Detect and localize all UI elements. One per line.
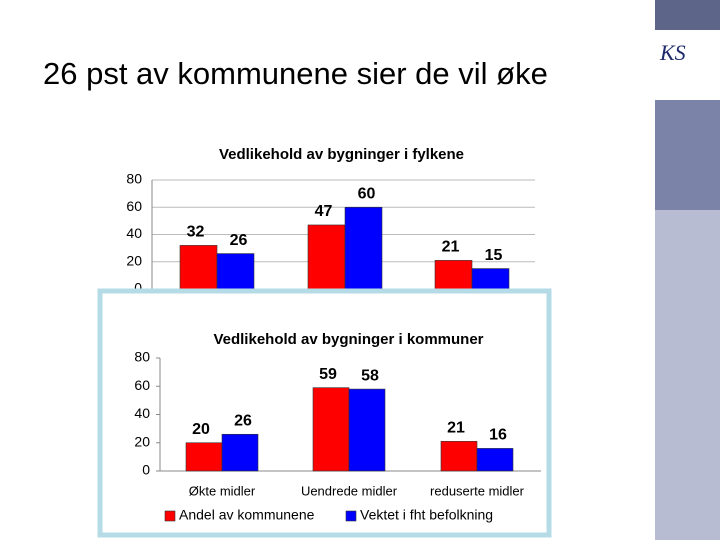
legend-label: Vektet i fht befolkning — [360, 507, 493, 523]
y-tick-label: 60 — [134, 377, 150, 393]
data-label: 21 — [447, 420, 465, 437]
side-band — [655, 0, 720, 540]
bar — [471, 268, 510, 290]
data-label: 58 — [361, 367, 379, 384]
bar — [221, 433, 259, 472]
y-tick-label: 20 — [126, 252, 142, 268]
x-tick-label: reduserte midler — [430, 483, 525, 498]
data-label: 20 — [192, 421, 210, 438]
chart-title: Vedlikehold av bygninger i kommuner — [213, 331, 483, 348]
legend-swatch — [164, 510, 176, 522]
legend-swatch — [345, 510, 357, 522]
bar — [307, 224, 346, 290]
bar — [344, 206, 383, 290]
bar — [185, 442, 223, 472]
data-label: 59 — [319, 366, 337, 383]
bar — [434, 260, 473, 290]
data-label: 60 — [358, 185, 376, 202]
y-tick-label: 20 — [134, 433, 150, 449]
data-label: 26 — [234, 412, 252, 429]
data-label: 47 — [315, 203, 333, 220]
data-label: 15 — [485, 247, 503, 264]
bar — [216, 253, 255, 290]
chart-2: Vedlikehold av bygninger i kommuner 0 20 40… — [134, 331, 541, 523]
logo: KS — [660, 40, 686, 65]
bar — [312, 387, 350, 472]
x-tick-label: Økte midler — [189, 483, 256, 498]
y-tick-label: 40 — [126, 225, 142, 241]
chart-1: Vedlikehold av bygninger i fylkene 0 20 40 6… — [126, 146, 535, 296]
bar — [440, 441, 478, 472]
data-label: 26 — [230, 232, 248, 249]
y-tick-label: 80 — [126, 171, 142, 187]
bar — [179, 245, 218, 290]
data-label: 21 — [442, 239, 460, 256]
charts: Vedlikehold av bygninger i fylkene 0 20 40 6… — [97, 146, 552, 538]
y-tick-label: 60 — [126, 198, 142, 214]
data-label: 16 — [489, 427, 507, 444]
y-tick-label: 80 — [134, 349, 150, 365]
chart-title: Vedlikehold av bygninger i fylkene — [219, 146, 464, 163]
slide-title: 26 pst av kommunene sier de vil øke — [43, 56, 548, 91]
bar — [348, 388, 386, 472]
y-tick-label: 0 — [134, 280, 142, 296]
x-tick-label: Uendrede midler — [301, 483, 398, 498]
bar — [476, 448, 514, 472]
data-label: 32 — [187, 224, 205, 241]
legend-label: Andel av kommunene — [179, 507, 315, 523]
y-tick-label: 0 — [142, 462, 150, 478]
y-tick-label: 40 — [134, 405, 150, 421]
